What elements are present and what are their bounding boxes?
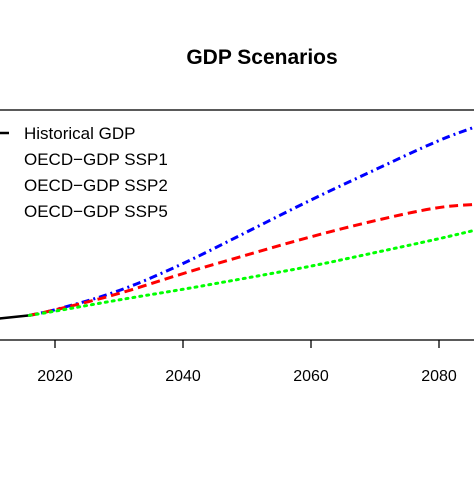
chart-title: GDP Scenarios [186,46,337,69]
series-line-1 [0,314,30,320]
legend-label: OECD−GDP SSP5 [24,202,168,221]
series-line-4 [27,228,474,317]
x-axis: 2020 2040 2060 2080 [37,340,457,385]
series-group [0,125,474,320]
legend: Historical GDP OECD−GDP SSP1 OECD−GDP SSP2… [0,124,168,221]
x-tick-label: 2020 [37,368,73,385]
legend-label: OECD−GDP SSP1 [24,150,168,169]
x-tick-label: 2040 [165,368,201,385]
x-tick-label: 2080 [421,368,457,385]
series-line-2 [29,125,474,317]
plot-frame [0,109,474,341]
legend-label: OECD−GDP SSP2 [24,176,168,195]
legend-label: Historical GDP [24,124,135,143]
x-tick-label: 2060 [293,368,329,385]
